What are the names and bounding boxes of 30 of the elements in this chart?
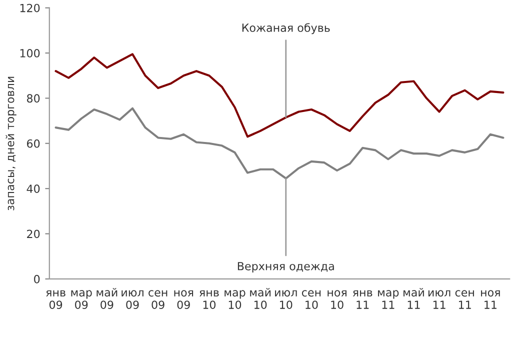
x-tick-label: ноя 11 bbox=[481, 290, 500, 309]
x-tick-label: сен 11 bbox=[455, 290, 474, 309]
x-tick-label: мар 09 bbox=[71, 290, 92, 310]
y-tick-label: 120 bbox=[20, 4, 40, 12]
line-series bbox=[54, 107, 504, 180]
x-tick-label: июл 09 bbox=[122, 290, 144, 310]
y-tick-label: 60 bbox=[27, 139, 40, 148]
x-tick-label: ноя 10 bbox=[328, 290, 346, 310]
x-tick-label: июл 10 bbox=[275, 290, 297, 310]
line-series bbox=[54, 53, 504, 138]
x-tick-label: май 09 bbox=[96, 288, 118, 310]
y-tick-label: 0 bbox=[34, 274, 40, 284]
y-tick-label: 40 bbox=[26, 184, 40, 193]
x-tick-label: май 11 bbox=[404, 288, 424, 309]
x-tick-label: июл 11 bbox=[428, 290, 450, 309]
x-tick-label: май 10 bbox=[250, 288, 271, 310]
annotation: Верхняя одежда bbox=[238, 262, 334, 272]
x-tick-label: мар 10 bbox=[224, 290, 246, 310]
x-tick-label: ноя 09 bbox=[174, 290, 194, 310]
y-tick-label: 100 bbox=[20, 49, 40, 58]
y-tick-label: 80 bbox=[26, 94, 40, 103]
x-tick-label: янв 10 bbox=[200, 290, 219, 310]
y-axis-title: запасы, дней торговли bbox=[6, 76, 16, 210]
x-tick-label: мар 11 bbox=[378, 290, 399, 309]
x-tick-label: сен 10 bbox=[302, 290, 321, 310]
y-tick-label: 20 bbox=[27, 230, 40, 238]
x-tick-label: сен 09 bbox=[148, 290, 168, 310]
x-tick-label: янв 11 bbox=[352, 290, 372, 309]
annotation: Кожаная обувь bbox=[242, 23, 330, 34]
x-tick-label: янв 09 bbox=[46, 290, 66, 310]
